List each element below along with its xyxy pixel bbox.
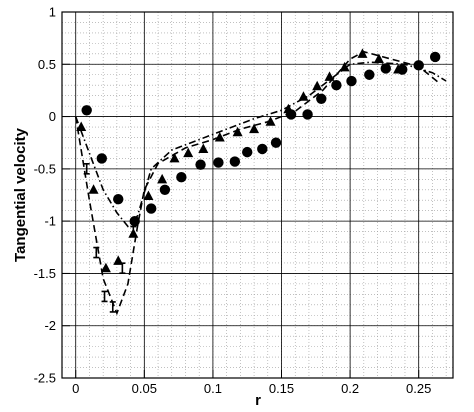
triangle-marker	[183, 147, 194, 158]
triangle-marker	[324, 71, 335, 81]
triangle-marker	[157, 173, 168, 184]
x-axis-title: r	[255, 392, 261, 409]
triangle-marker	[169, 152, 180, 163]
x-tick-label: 0.15	[269, 381, 294, 396]
circle-marker	[81, 105, 92, 116]
ibar-marker	[93, 246, 100, 259]
circle-marker	[213, 157, 224, 168]
major-grid	[62, 12, 453, 378]
circle-marker	[257, 143, 268, 155]
circle-marker	[129, 215, 140, 227]
circle-marker	[229, 156, 241, 167]
triangle-marker	[214, 131, 225, 142]
x-tick-label: 0.1	[204, 381, 222, 396]
ibar-marker	[130, 225, 137, 238]
triangle-marker	[198, 143, 209, 153]
y-tick-label: 0.5	[38, 57, 56, 72]
triangle-marker	[298, 91, 309, 101]
triangle-marker	[143, 190, 154, 201]
circle-marker	[270, 137, 282, 148]
markers	[76, 48, 441, 313]
triangle-marker	[339, 61, 350, 72]
triangle-marker	[100, 262, 111, 273]
circle-marker	[96, 153, 107, 164]
triangle-marker	[357, 48, 368, 58]
x-tick-label: 0.05	[132, 381, 157, 396]
triangle-marker	[373, 53, 384, 64]
circle-marker	[331, 80, 342, 91]
circle-marker	[364, 69, 375, 80]
ibar-marker	[101, 290, 108, 303]
y-axis-title: Tangential velocity	[12, 127, 29, 262]
y-tick-label: 0	[49, 109, 56, 124]
circle-marker	[413, 60, 424, 71]
triangle-marker	[312, 80, 323, 91]
circle-marker	[145, 203, 157, 214]
y-tick-label: -1.5	[34, 266, 56, 281]
triangle-marker	[393, 64, 404, 74]
x-tick-label: 0	[72, 381, 79, 396]
triangle-marker	[88, 184, 99, 194]
curve-dash-dot	[74, 61, 447, 228]
circle-marker	[195, 159, 206, 170]
circle-marker	[159, 184, 171, 195]
triangle-marker	[76, 121, 87, 132]
y-tick-label: -1	[44, 214, 56, 229]
x-tick-label: 0.25	[406, 381, 431, 396]
circle-marker	[346, 75, 357, 87]
circle-marker	[302, 109, 313, 120]
circle-marker	[316, 93, 327, 104]
y-tick-label: -0.5	[34, 161, 56, 176]
ticks	[62, 11, 420, 379]
triangle-marker	[232, 126, 243, 137]
circle-marker	[242, 146, 253, 158]
y-tick-label: 1	[49, 5, 56, 20]
ibar-marker	[119, 262, 126, 274]
tick-labels: 0 0.05 0.1 0.15 0.2 0.25 -2.5 -2 -1.5 -1 -0.5 0 0.5 1	[34, 5, 432, 397]
circle-marker	[429, 51, 441, 63]
triangle-marker	[249, 123, 260, 134]
circle-marker	[380, 63, 391, 74]
ibar-marker	[109, 301, 116, 313]
y-tick-label: -2	[44, 318, 56, 333]
plot-frame	[61, 11, 454, 379]
triangle-marker	[283, 103, 294, 114]
y-tick-label: -2.5	[34, 371, 56, 386]
circle-marker	[176, 172, 187, 183]
triangle-marker	[265, 116, 276, 126]
ibar-marker	[83, 163, 90, 175]
x-tick-label: 0.2	[341, 381, 359, 396]
circle-marker	[113, 193, 124, 205]
